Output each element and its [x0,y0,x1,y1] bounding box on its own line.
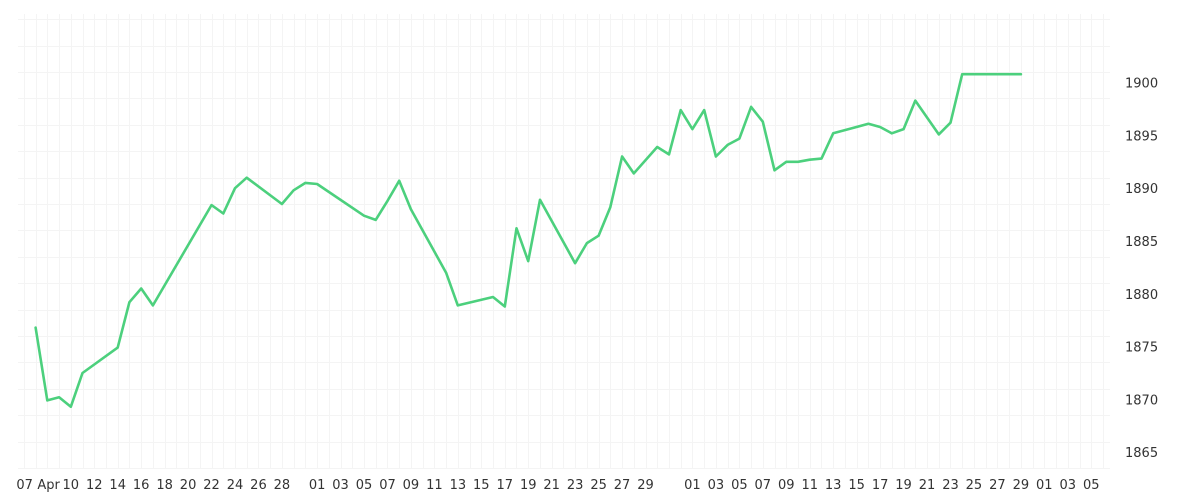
x-tick-label: 20 [180,478,197,493]
y-axis-ticks: 1865 1870 1875 1880 1885 1890 1895 1900 [1125,77,1158,462]
x-tick-label: 22 [203,478,220,493]
x-tick-label: 01 [1036,478,1053,493]
x-tick-label: 14 [109,478,126,493]
x-tick-label: 09 [778,478,795,493]
x-tick-label: 29 [1013,478,1030,493]
y-tick-label: 1870 [1125,393,1158,408]
y-tick-label: 1900 [1125,77,1158,92]
x-tick-label: 26 [250,478,267,493]
x-tick-label: 15 [473,478,490,493]
x-tick-label: 19 [895,478,912,493]
x-tick-label: 05 [731,478,748,493]
x-tick-label: 07 [755,478,772,493]
x-tick-label: 27 [989,478,1006,493]
x-tick-label: 21 [919,478,936,493]
x-tick-label: 21 [543,478,560,493]
x-tick-label: 28 [274,478,291,493]
x-tick-label: 11 [426,478,443,493]
x-tick-label: 17 [496,478,513,493]
x-tick-label: 29 [637,478,654,493]
y-tick-label: 1880 [1125,288,1158,303]
x-tick-label: 01 [309,478,326,493]
x-tick-label: 25 [966,478,983,493]
x-tick-label: 13 [825,478,842,493]
x-tick-label: 12 [86,478,103,493]
x-tick-label: 13 [450,478,467,493]
y-tick-label: 1890 [1125,182,1158,197]
x-tick-label: 03 [332,478,349,493]
x-tick-label: 23 [567,478,584,493]
y-tick-label: 1865 [1125,446,1158,461]
y-tick-label: 1895 [1125,129,1158,144]
x-tick-label: 05 [1083,478,1100,493]
series-line [34,72,1023,409]
series-group [34,72,1023,409]
x-tick-label: 16 [133,478,150,493]
x-tick-label: 03 [708,478,725,493]
x-tick-label: 10 [63,478,80,493]
x-tick-label: 23 [942,478,959,493]
x-tick-label: 01 [684,478,701,493]
x-tick-label: Apr [37,478,60,493]
x-tick-label: 05 [356,478,373,493]
x-tick-label: 09 [403,478,420,493]
x-tick-label: 18 [156,478,173,493]
x-tick-label: 11 [801,478,818,493]
grid [18,14,1110,469]
x-tick-label: 03 [1060,478,1077,493]
x-tick-label: 24 [227,478,244,493]
x-tick-label: 27 [614,478,631,493]
x-tick-label: 07 [379,478,396,493]
x-tick-label: 25 [590,478,607,493]
y-tick-label: 1885 [1125,235,1158,250]
x-tick-label: 17 [872,478,889,493]
x-axis-ticks: 07 Apr 10 12 14 16 18 20 22 24 26 28 01 03 05 07 09 11 13 1… [16,478,1099,493]
x-tick-label: 19 [520,478,537,493]
x-tick-label: 07 [16,478,33,493]
x-tick-label: 15 [848,478,865,493]
y-tick-label: 1875 [1125,341,1158,356]
